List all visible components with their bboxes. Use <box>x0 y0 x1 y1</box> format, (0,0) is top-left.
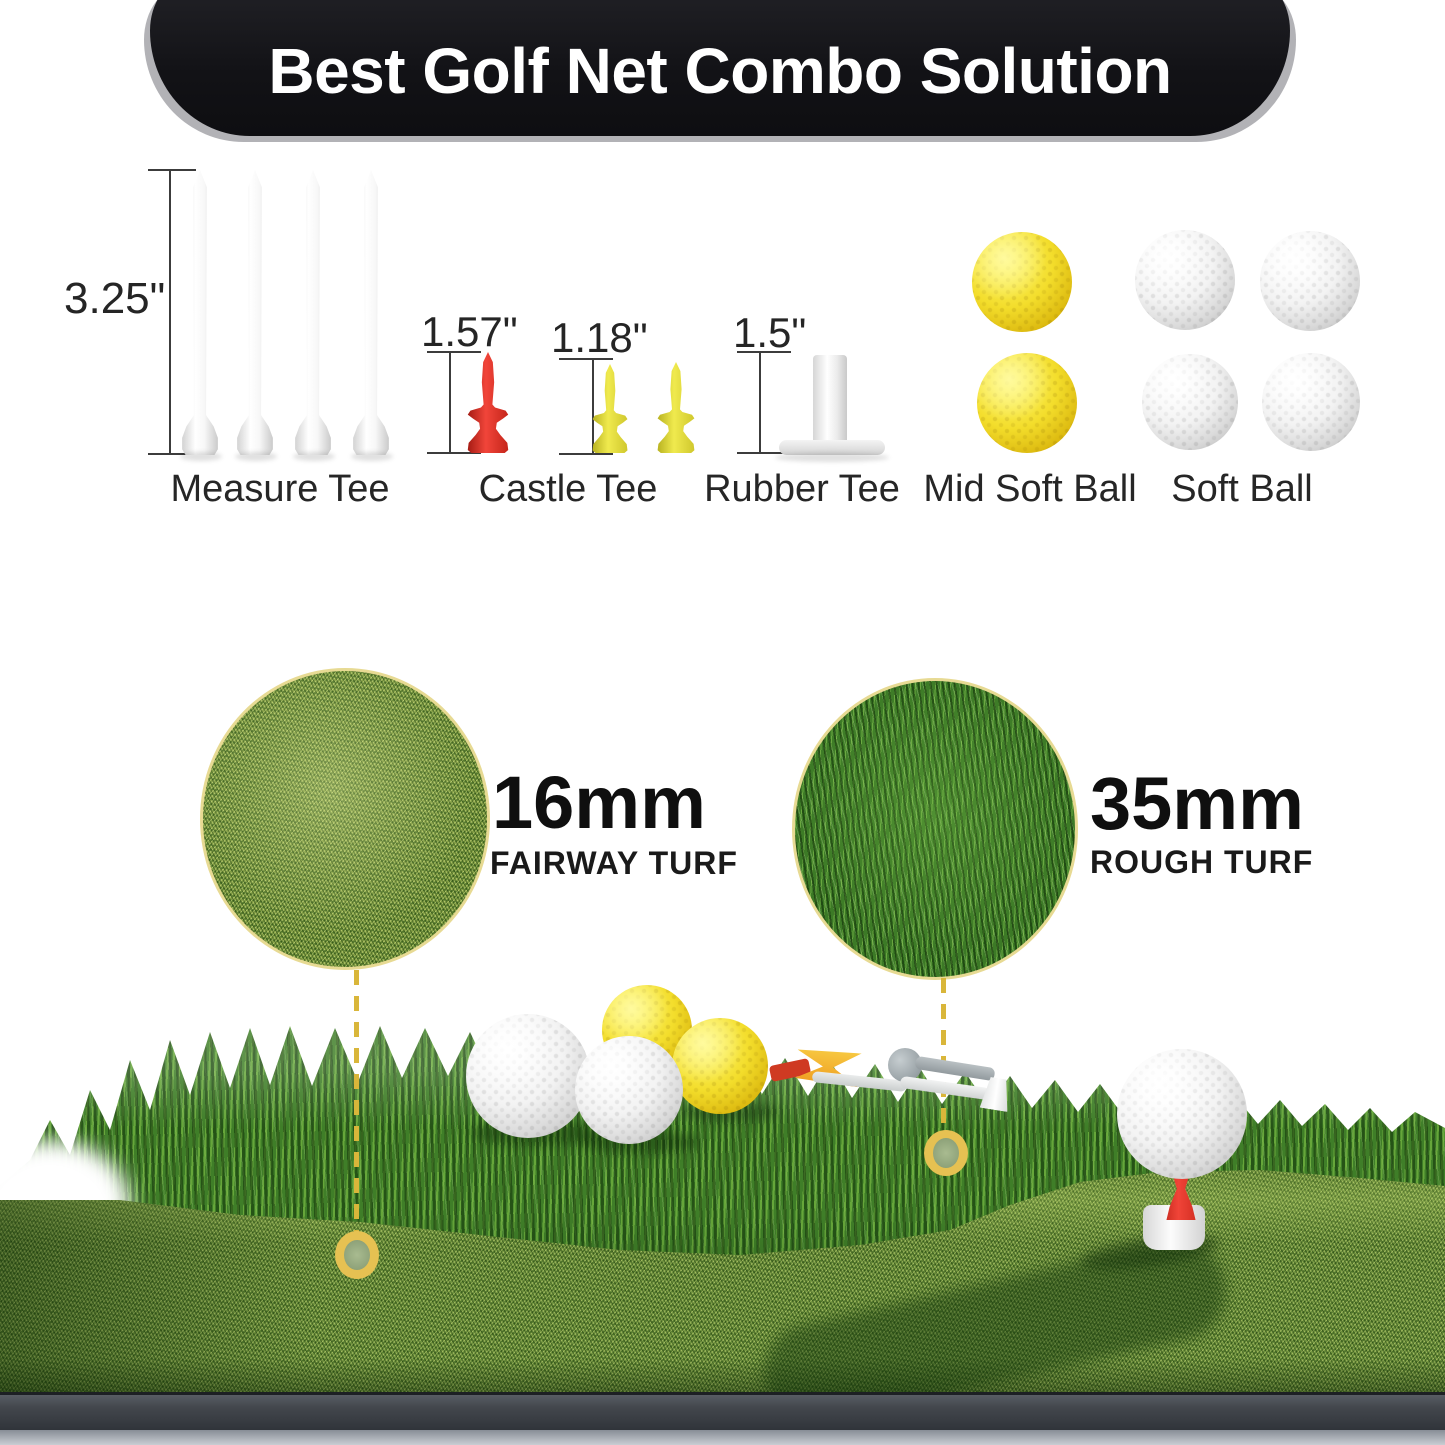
fairway-pointer-line <box>354 970 359 1232</box>
soft-ball-2 <box>1260 231 1360 331</box>
dimension-tick <box>427 351 481 353</box>
soft-ball-1 <box>1135 230 1235 330</box>
dimension-tick <box>148 169 196 171</box>
mid-soft-ball-1 <box>972 232 1072 332</box>
castle-tee-yellow-1 <box>592 364 628 453</box>
rough-pointer-core <box>933 1138 959 1168</box>
dimension-tick <box>559 358 613 360</box>
rubber-tee-cylinder <box>813 355 847 445</box>
measure-tee-size: 3.25" <box>64 274 166 323</box>
castle-tee-size-large: 1.57" <box>421 308 518 355</box>
measure-tee-label: Measure Tee <box>170 468 390 510</box>
castle-tee-yellow-2 <box>657 362 695 453</box>
teed-white-ball <box>1117 1049 1247 1179</box>
tee-shadow <box>235 452 277 461</box>
dimension-tick <box>427 452 481 454</box>
dimension-tick <box>559 453 613 455</box>
tee-shadow <box>351 452 393 461</box>
mat-yellow-ball-front <box>672 1018 768 1114</box>
banner-title: Best Golf Net Combo Solution <box>268 35 1172 107</box>
banner: Best Golf Net Combo Solution <box>150 0 1290 136</box>
floor <box>0 1430 1445 1445</box>
measure-tee-4 <box>353 170 389 455</box>
dimension-tick <box>148 453 196 455</box>
dimension-line-rubber <box>759 352 761 453</box>
dimension-tick <box>737 452 791 454</box>
mid-soft-ball-label: Mid Soft Ball <box>923 468 1137 510</box>
mat-white-ball-left <box>466 1014 590 1138</box>
tee-shadow <box>293 452 335 461</box>
rubber-tee-size: 1.5" <box>733 309 807 356</box>
tee-shadow <box>775 453 889 462</box>
fairway-turf-swatch <box>200 668 490 970</box>
castle-tee-size-small: 1.18" <box>551 314 648 361</box>
rough-pointer-line <box>941 978 946 1128</box>
rubber-tee-base <box>779 440 885 455</box>
measure-tee-1 <box>182 170 218 455</box>
fairway-turf-label: FAIRWAY TURF <box>490 845 738 881</box>
fairway-turf-size: 16mm <box>492 761 706 844</box>
dimension-line-measure-tee <box>169 170 171 455</box>
mat-base-tray <box>0 1392 1445 1430</box>
dimension-line-castle-small <box>592 359 594 455</box>
soft-ball-3 <box>1142 354 1238 450</box>
mat-white-ball-front <box>575 1036 683 1144</box>
castle-tee-label: Castle Tee <box>478 468 658 510</box>
rough-pointer-ring <box>924 1130 968 1176</box>
lying-gray-tee-shaft <box>914 1055 996 1082</box>
rough-turf-size: 35mm <box>1090 762 1304 845</box>
soft-ball-4 <box>1262 353 1360 451</box>
mid-soft-ball-2 <box>977 353 1077 453</box>
fairway-pointer-ring <box>335 1231 379 1279</box>
tee-shadow <box>180 452 222 461</box>
fairway-pointer-core <box>344 1240 370 1270</box>
rough-turf-swatch <box>792 678 1078 980</box>
measure-tee-2 <box>237 170 273 455</box>
soft-ball-label: Soft Ball <box>1171 468 1313 510</box>
measure-tee-3 <box>295 170 331 455</box>
dimension-tick <box>737 351 791 353</box>
castle-tee-red <box>467 352 509 453</box>
rubber-tee-label: Rubber Tee <box>704 468 900 510</box>
rough-turf-label: ROUGH TURF <box>1090 844 1314 880</box>
dimension-line-castle-large <box>449 352 451 453</box>
